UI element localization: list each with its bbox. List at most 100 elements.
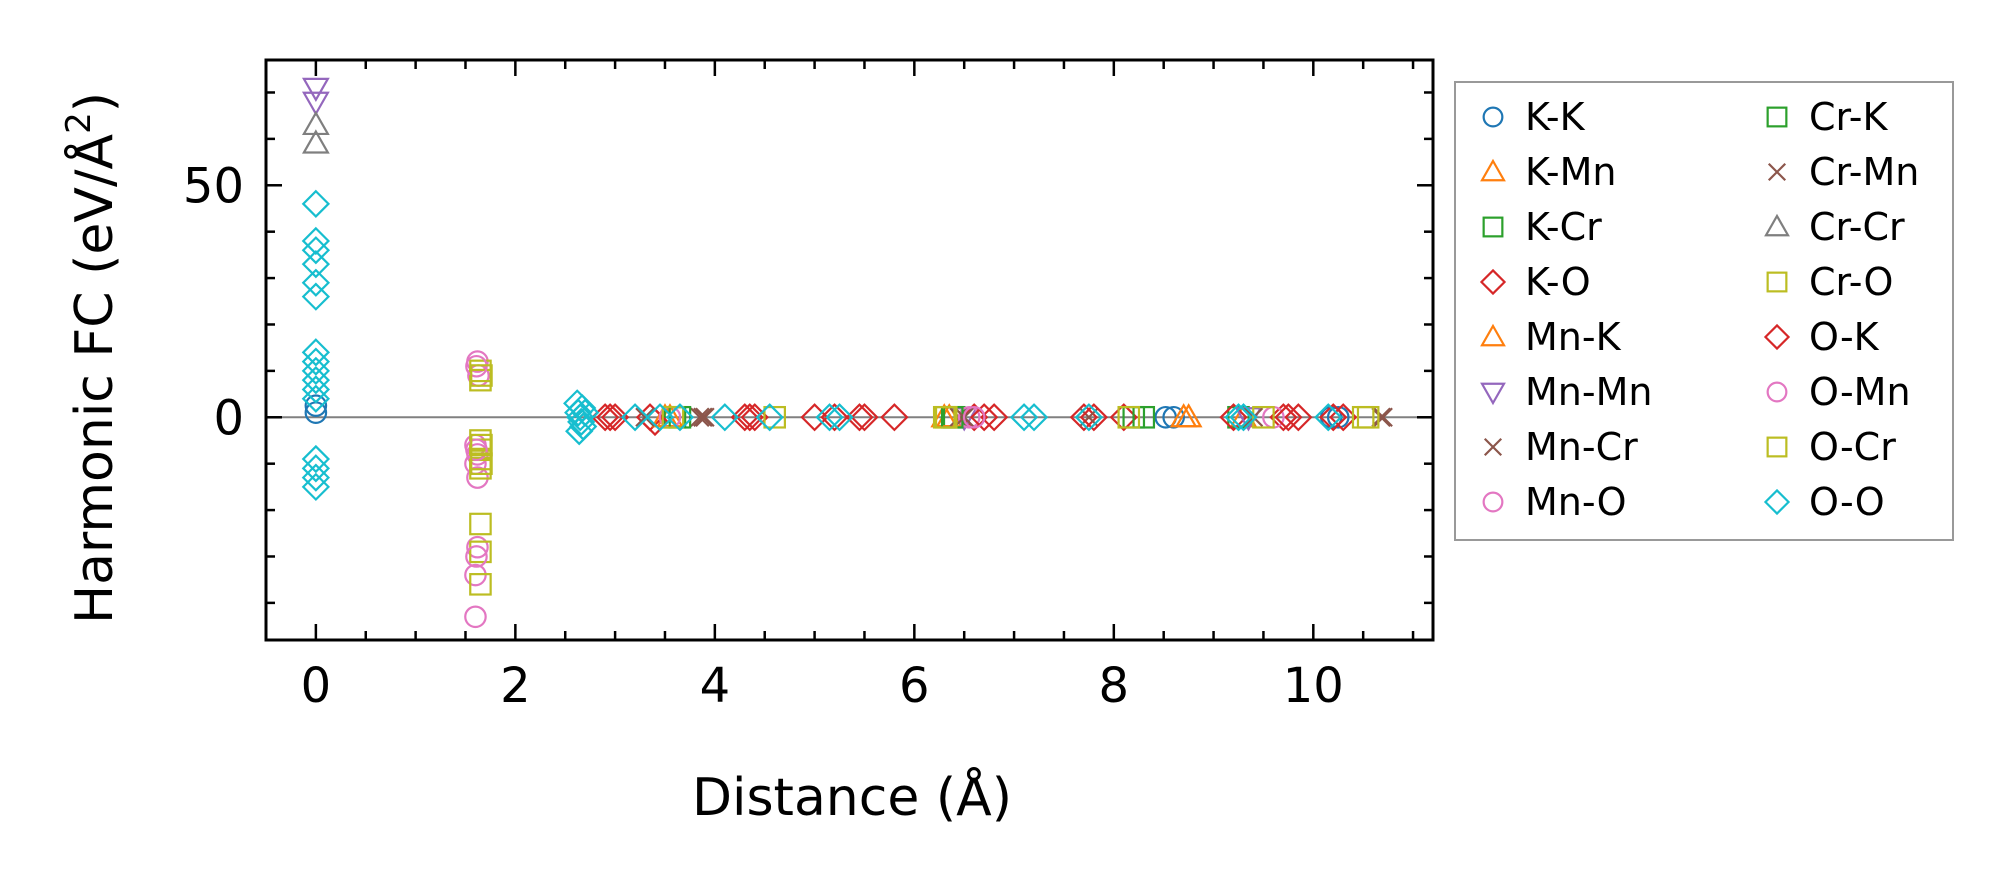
data-point — [568, 393, 597, 423]
data-point — [301, 189, 331, 218]
x-axis-label: Distance (Å) — [692, 766, 1012, 828]
data-point — [304, 394, 328, 417]
data-point — [710, 403, 739, 432]
data-point — [301, 91, 330, 116]
series-mn-o — [464, 350, 1285, 629]
data-point — [470, 433, 493, 457]
data-point — [1117, 405, 1141, 429]
data-point — [850, 403, 879, 432]
legend-marker — [1767, 162, 1787, 182]
legend-label: Mn-O — [1525, 480, 1627, 524]
legend-label: Cr-K — [1809, 95, 1888, 139]
data-point — [755, 403, 784, 432]
data-point — [1314, 403, 1343, 432]
data-point — [1326, 405, 1350, 429]
data-point — [1019, 403, 1049, 432]
series-cr-mn — [693, 407, 1391, 428]
data-point — [969, 403, 999, 432]
data-point — [1284, 403, 1313, 432]
legend-box — [1454, 81, 1954, 541]
data-point — [1162, 405, 1185, 429]
legend-label: O-Mn — [1809, 370, 1911, 414]
data-point — [1109, 403, 1138, 432]
legend: K-K K-Mn K-Cr K-O Mn-K Mn-Mn Mn-Cr Mn-O Cr-K Cr-M… — [1454, 81, 1954, 541]
data-point — [1373, 407, 1393, 428]
data-point — [565, 417, 594, 446]
legend-entry: K-Cr — [1482, 205, 1602, 249]
x-tick-label: 4 — [700, 658, 731, 714]
data-point — [600, 403, 630, 432]
data-point — [820, 403, 849, 432]
series-o-k — [595, 403, 1348, 432]
data-point — [464, 605, 487, 629]
legend-marker — [1763, 323, 1791, 351]
data-point — [815, 403, 844, 432]
data-point — [1371, 407, 1391, 428]
legend-entry: Cr-Cr — [1764, 205, 1905, 249]
data-point — [466, 535, 489, 559]
legend-marker — [1764, 213, 1790, 237]
data-point — [845, 403, 874, 432]
legend-label: O-O — [1809, 480, 1885, 524]
data-point — [1132, 405, 1156, 429]
legend-marker — [1766, 436, 1788, 458]
data-point — [301, 366, 331, 395]
data-point — [730, 403, 759, 432]
legend-marker — [1483, 437, 1503, 457]
legend-label: Cr-O — [1809, 260, 1893, 304]
data-point — [1227, 405, 1250, 429]
data-point — [693, 407, 713, 428]
data-point — [1219, 403, 1248, 432]
legend-label: K-Mn — [1525, 150, 1617, 194]
legend-marker — [1480, 323, 1506, 347]
x-tick-label: 8 — [1099, 658, 1130, 714]
data-point — [1252, 405, 1275, 429]
data-point — [690, 407, 710, 428]
data-point — [301, 463, 331, 492]
data-point — [301, 472, 331, 502]
data-point — [957, 405, 981, 429]
data-point — [465, 545, 488, 568]
data-point — [1229, 403, 1258, 432]
data-point — [469, 540, 492, 564]
legend-entry: Cr-O — [1766, 260, 1893, 304]
y-tick-label: 50 — [183, 158, 244, 214]
data-point — [301, 375, 331, 404]
data-point — [620, 403, 650, 432]
legend-label: K-K — [1525, 95, 1586, 139]
data-point — [301, 250, 331, 279]
legend-marker — [1482, 106, 1504, 128]
data-point — [1009, 403, 1039, 432]
data-point — [470, 452, 493, 475]
legend-label: Cr-Cr — [1809, 205, 1905, 249]
data-point — [1269, 403, 1298, 432]
data-point — [695, 407, 715, 428]
series-cr-o — [469, 359, 1375, 596]
data-point — [301, 77, 330, 103]
data-point — [962, 405, 986, 429]
legend-entry: Mn-Cr — [1483, 425, 1638, 469]
data-point — [979, 403, 1009, 432]
legend-marker — [1480, 158, 1506, 182]
data-point — [301, 454, 331, 483]
data-point — [469, 512, 492, 536]
legend-marker — [1763, 488, 1791, 516]
data-point — [1169, 403, 1198, 428]
x-tick-label: 6 — [899, 658, 930, 714]
data-point — [645, 403, 675, 432]
series-o-mn — [465, 354, 986, 568]
data-point — [465, 438, 488, 462]
legend-entry: Mn-K — [1480, 315, 1622, 359]
data-point — [301, 384, 331, 413]
data-point — [1224, 403, 1253, 432]
legend-entry: Mn-O — [1482, 480, 1627, 524]
data-point — [1074, 403, 1104, 432]
data-point — [301, 347, 331, 376]
legend-label: K-Cr — [1525, 205, 1602, 249]
legend-entry: Mn-Mn — [1480, 370, 1652, 414]
data-point — [301, 110, 330, 136]
legend-label: O-K — [1809, 315, 1880, 359]
data-point — [301, 356, 331, 386]
legend-label: Cr-Mn — [1809, 150, 1919, 194]
legend-label: Mn-Cr — [1525, 425, 1638, 469]
